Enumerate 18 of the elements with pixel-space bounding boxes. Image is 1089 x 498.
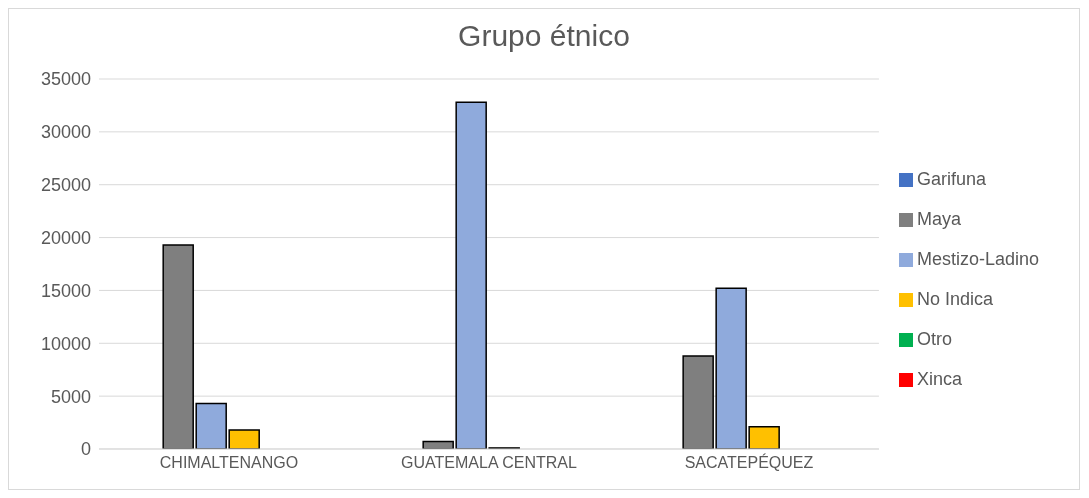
legend-label: Garifuna xyxy=(916,169,986,189)
y-tick-label: 20000 xyxy=(40,227,91,248)
y-tick-label: 5000 xyxy=(50,386,91,407)
y-tick-label: 35000 xyxy=(40,69,91,90)
legend-label: Otro xyxy=(916,329,952,349)
legend-label: No Indica xyxy=(916,289,993,309)
legend-label: Xinca xyxy=(916,369,962,389)
y-tick-label: 15000 xyxy=(40,280,91,301)
y-tick-label: 0 xyxy=(80,439,91,460)
chart-title: Grupo étnico xyxy=(457,19,631,54)
y-tick-label: 30000 xyxy=(40,122,91,143)
x-tick-label: GUATEMALA CENTRAL xyxy=(401,454,577,472)
legend-label: Maya xyxy=(916,209,961,229)
x-tick-label: CHIMALTENANGO xyxy=(159,454,299,472)
y-tick-label: 10000 xyxy=(40,333,91,354)
y-tick-label: 25000 xyxy=(40,175,91,196)
x-tick-label: SACATEPÉQUEZ xyxy=(684,453,814,472)
legend-label: Mestizo-Ladino xyxy=(916,249,1039,269)
